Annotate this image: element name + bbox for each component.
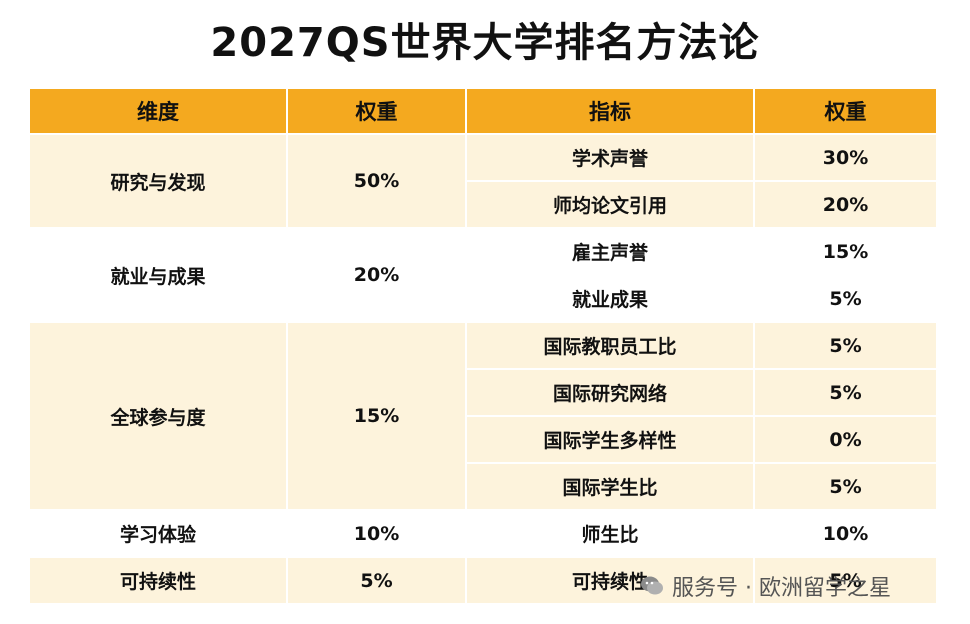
indicator-name: 就业成果 xyxy=(467,276,753,321)
wechat-bubble-icon xyxy=(640,574,664,598)
dimension-weight: 50% xyxy=(288,135,465,227)
indicator-name: 国际教职员工比 xyxy=(467,323,753,368)
header-indicator-weight: 权重 xyxy=(755,89,936,133)
header-dimension-weight: 权重 xyxy=(288,89,465,133)
indicator-name: 雇主声誉 xyxy=(467,229,753,274)
indicator-weight: 5% xyxy=(755,276,936,321)
dimension-name: 全球参与度 xyxy=(30,323,286,509)
indicator-weight: 30% xyxy=(755,135,936,180)
indicator-weight: 5% xyxy=(755,558,936,603)
dimension-weight: 20% xyxy=(288,229,465,321)
indicator-weight: 5% xyxy=(755,323,936,368)
indicator-name: 师生比 xyxy=(467,511,753,556)
indicator-name: 学术声誉 xyxy=(467,135,753,180)
dimension-weight: 15% xyxy=(288,323,465,509)
indicator-name: 国际学生比 xyxy=(467,464,753,509)
dimension-name: 学习体验 xyxy=(30,511,286,556)
watermark-text: 服务号 · 欧洲留学之星 xyxy=(672,576,891,601)
indicator-weight: 0% xyxy=(755,417,936,462)
indicator-name: 可持续性 xyxy=(467,558,753,603)
indicator-weight: 5% xyxy=(755,370,936,415)
methodology-table: 维度 权重 指标 权重 研究与发现 50% 学术声誉 30% 师均论文引用 20… xyxy=(30,89,936,603)
watermark: 服务号 · 欧洲留学之星 xyxy=(640,570,891,602)
indicator-name: 国际研究网络 xyxy=(467,370,753,415)
indicator-name: 国际学生多样性 xyxy=(467,417,753,462)
dimension-weight: 10% xyxy=(288,511,465,556)
header-dimension: 维度 xyxy=(30,89,286,133)
indicator-weight: 15% xyxy=(755,229,936,274)
dimension-weight: 5% xyxy=(288,558,465,603)
page-title: 2027QS世界大学排名方法论 xyxy=(210,20,760,66)
indicator-weight: 20% xyxy=(755,182,936,227)
dimension-name: 就业与成果 xyxy=(30,229,286,321)
dimension-name: 研究与发现 xyxy=(30,135,286,227)
header-indicator: 指标 xyxy=(467,89,753,133)
indicator-weight: 5% xyxy=(755,464,936,509)
dimension-name: 可持续性 xyxy=(30,558,286,603)
indicator-weight: 10% xyxy=(755,511,936,556)
indicator-name: 师均论文引用 xyxy=(467,182,753,227)
